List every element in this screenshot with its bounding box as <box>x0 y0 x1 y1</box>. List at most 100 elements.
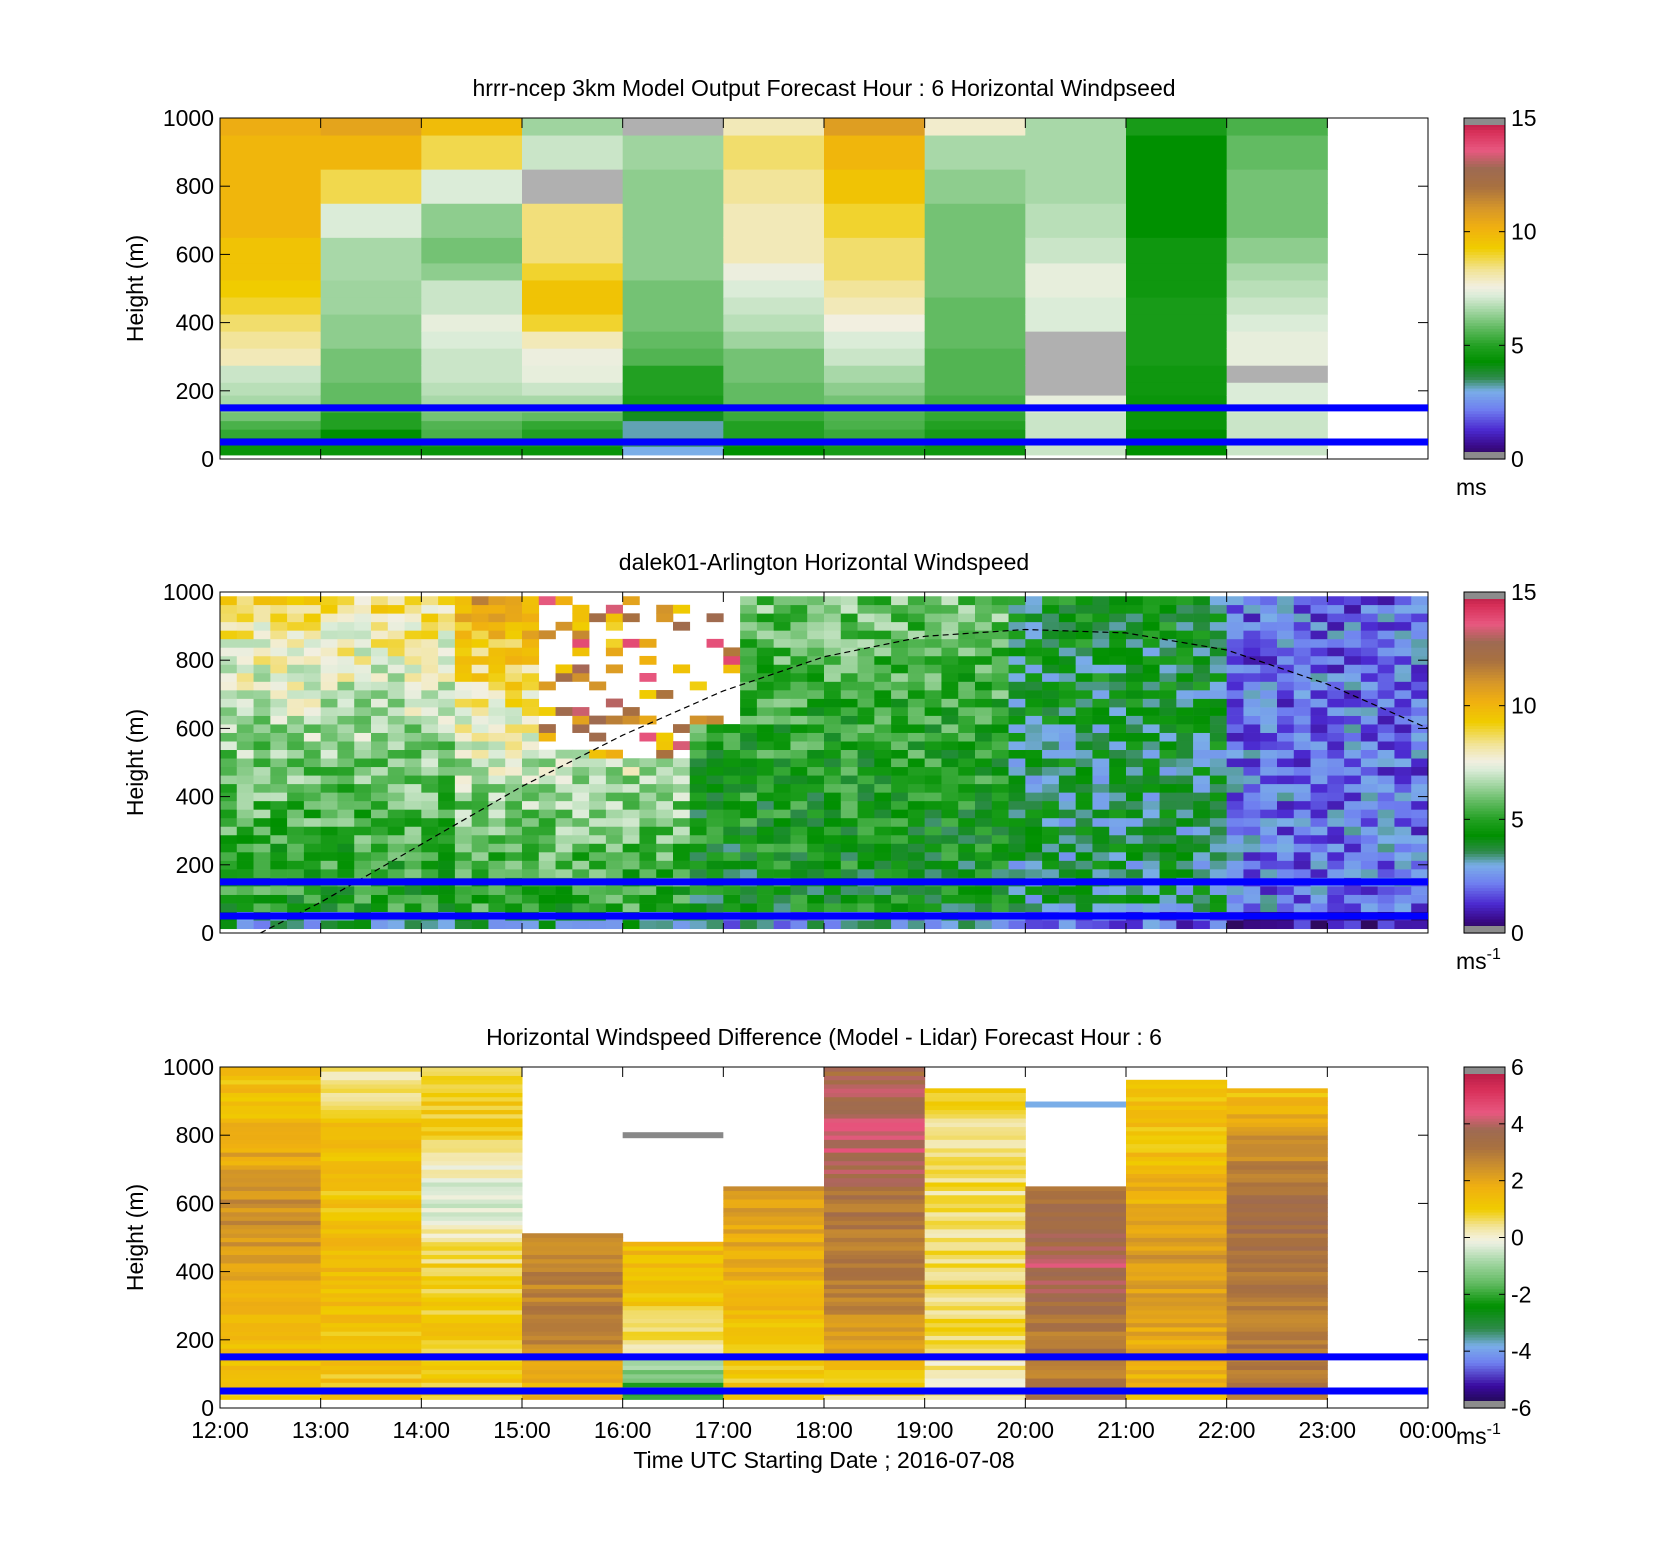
heatmap-cell <box>1226 869 1244 878</box>
heatmap-cell <box>471 655 489 665</box>
heatmap-cell <box>824 1169 926 1174</box>
heatmap-cell <box>320 1152 422 1157</box>
heatmap-cell <box>1327 655 1345 665</box>
heatmap-cell <box>220 1216 322 1221</box>
heatmap-cell <box>1377 834 1395 844</box>
heatmap-cell <box>740 672 758 682</box>
heatmap-cell <box>371 690 389 699</box>
colorbar-tick-label: 2 <box>1511 1168 1524 1194</box>
heatmap-cell <box>1126 1126 1228 1132</box>
heatmap-cell <box>1293 638 1311 648</box>
heatmap-cell <box>1042 817 1060 827</box>
heatmap-cell <box>471 817 489 827</box>
heatmap-cell <box>924 1271 1026 1277</box>
heatmap-cell <box>807 758 825 768</box>
heatmap-cell <box>387 707 405 716</box>
heatmap-cell <box>622 365 724 383</box>
heatmap-cell <box>1226 681 1244 691</box>
colorbar-swatch <box>1464 382 1505 386</box>
heatmap-cell <box>639 886 657 895</box>
heatmap-cell <box>740 604 758 614</box>
heatmap-cell <box>924 621 942 631</box>
heatmap-cell <box>1025 395 1127 405</box>
heatmap-cell <box>220 1224 322 1230</box>
heatmap-cell <box>1327 852 1345 861</box>
heatmap-cell <box>1025 169 1127 204</box>
heatmap-cell <box>337 698 355 708</box>
heatmap-cell <box>891 690 909 699</box>
heatmap-cell <box>589 834 607 844</box>
heatmap-cell <box>673 766 691 776</box>
heatmap-cell <box>656 903 674 912</box>
heatmap-cell <box>371 775 389 785</box>
heatmap-cell <box>572 834 590 844</box>
heatmap-cell <box>958 860 976 870</box>
heatmap-cell <box>1226 348 1328 366</box>
heatmap-cell <box>1310 766 1328 776</box>
heatmap-cell <box>622 800 640 810</box>
heatmap-cell <box>505 860 523 870</box>
heatmap-cell <box>320 420 422 430</box>
heatmap-cell <box>924 1109 1026 1115</box>
heatmap-cell <box>387 681 405 691</box>
heatmap-cell <box>488 638 506 648</box>
colorbar-swatch <box>1464 362 1505 366</box>
colorbar-swatch <box>1464 620 1505 624</box>
heatmap-cell <box>773 698 791 708</box>
heatmap-cell <box>1310 604 1328 614</box>
heatmap-cell <box>438 758 456 768</box>
heatmap-cell <box>824 1173 926 1179</box>
heatmap-cell <box>522 382 624 396</box>
heatmap-cell <box>1042 690 1060 699</box>
heatmap-cell <box>1092 715 1110 725</box>
heatmap-cell <box>605 809 623 819</box>
heatmap-cell <box>1193 630 1211 640</box>
heatmap-cell <box>958 647 976 657</box>
heatmap-cell <box>891 869 909 878</box>
colorbar-swatch <box>1464 137 1505 142</box>
heatmap-cell <box>1075 613 1093 623</box>
heatmap-cell <box>639 903 657 912</box>
heatmap-cell <box>907 630 925 640</box>
heatmap-cell <box>522 817 540 827</box>
heatmap-cell <box>824 1118 926 1123</box>
heatmap-cell <box>270 741 288 751</box>
heatmap-cell <box>1226 792 1244 802</box>
colorbar-swatch <box>1464 682 1505 687</box>
colorbar-swatch <box>1464 1166 1505 1170</box>
heatmap-cell <box>924 1182 1026 1187</box>
heatmap-cell <box>1109 843 1127 853</box>
heatmap-cell <box>505 724 523 733</box>
heatmap-cell <box>320 1241 422 1247</box>
heatmap-cell <box>1058 792 1076 802</box>
heatmap-cell <box>253 834 271 844</box>
colorbar-swatch <box>1464 1319 1505 1324</box>
heatmap-cell <box>924 1284 1026 1290</box>
heatmap-cell <box>505 749 523 759</box>
heatmap-cell <box>438 792 456 802</box>
heatmap-cell <box>220 758 238 768</box>
heatmap-cell <box>824 1365 926 1371</box>
heatmap-cell <box>421 395 523 405</box>
heatmap-cell <box>1126 1378 1228 1383</box>
heatmap-cell <box>522 420 624 430</box>
heatmap-cell <box>622 1327 724 1332</box>
heatmap-cell <box>1008 741 1026 751</box>
heatmap-cell <box>421 1135 523 1140</box>
heatmap-cell <box>907 800 925 810</box>
colorbar-swatch <box>1464 1277 1505 1281</box>
heatmap-cell <box>488 852 506 861</box>
colorbar-swatch <box>1464 1203 1505 1207</box>
heatmap-cell <box>488 894 506 904</box>
heatmap-cell <box>522 843 540 853</box>
heatmap-cell <box>471 920 489 930</box>
colorbar-frame <box>1463 117 1506 460</box>
heatmap-cell <box>1075 809 1093 819</box>
heatmap-cell <box>387 843 405 853</box>
heatmap-cell <box>891 817 909 827</box>
heatmap-cell <box>941 809 959 819</box>
heatmap-cell <box>1025 1271 1127 1277</box>
heatmap-cell <box>320 1305 422 1311</box>
heatmap-cell <box>975 775 993 785</box>
colorbar-swatch <box>1464 631 1505 636</box>
